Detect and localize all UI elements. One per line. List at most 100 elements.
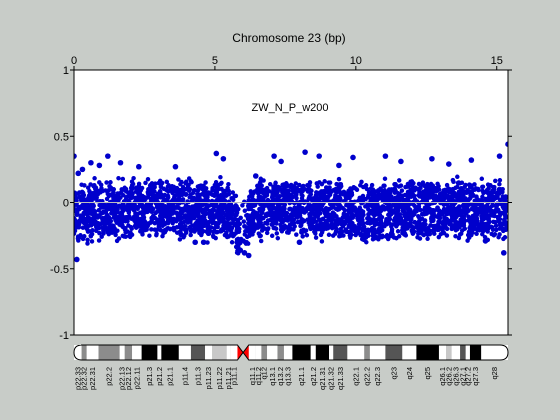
band-label: q22.2 <box>363 367 372 386</box>
data-point <box>454 206 460 212</box>
ideogram-outline <box>73 344 509 361</box>
data-point <box>229 210 235 216</box>
data-point <box>160 206 166 212</box>
data-point <box>306 205 312 211</box>
ideogram-band <box>267 345 278 360</box>
ideogram-band <box>460 345 466 360</box>
band-label: q21.31 <box>318 367 327 390</box>
data-point <box>504 208 508 213</box>
outlier-point <box>446 161 452 167</box>
ideogram-band <box>369 345 386 360</box>
data-point <box>425 206 431 212</box>
outlier-point <box>96 162 103 169</box>
x-tick-label: 15 <box>491 55 503 67</box>
ideogram-band <box>416 345 439 360</box>
ideogram-band <box>141 345 158 360</box>
data-point <box>385 206 391 212</box>
outlier-point <box>500 250 507 256</box>
band-label: q22.1 <box>351 367 360 386</box>
data-point <box>120 208 126 213</box>
outlier-point <box>496 153 503 159</box>
ideogram-band <box>310 345 316 360</box>
data-point <box>435 205 440 211</box>
band-label: q26.2 <box>444 367 453 386</box>
data-point <box>445 206 450 212</box>
data-point <box>219 206 225 212</box>
data-point <box>356 209 362 215</box>
x-tick-label: 5 <box>212 55 218 67</box>
data-point <box>297 206 302 212</box>
ideogram-band <box>315 345 330 360</box>
band-label: q21.33 <box>336 367 345 390</box>
band-label: q21.2 <box>309 367 318 386</box>
outlier-point <box>302 149 308 155</box>
outlier-point <box>75 170 82 177</box>
data-point <box>474 206 480 212</box>
band-label: q24 <box>405 367 414 380</box>
data-point <box>101 209 106 215</box>
outlier-point <box>79 166 86 173</box>
outlier-point <box>271 153 277 159</box>
ideogram-band <box>226 345 231 360</box>
outlier-point <box>105 153 111 159</box>
data-point <box>209 208 215 213</box>
band-label: p11.3 <box>194 367 203 385</box>
band-label: p22.31 <box>88 367 97 390</box>
ideogram-band <box>451 345 461 360</box>
x-axis: 0 5 10 15 <box>71 55 503 70</box>
data-point <box>199 208 205 213</box>
ideogram-band <box>292 345 311 360</box>
band-label: p11.21 <box>224 367 233 389</box>
ideogram-band <box>438 345 446 360</box>
data-point <box>326 206 332 212</box>
band-label: q22.3 <box>373 367 382 386</box>
outlier-point <box>220 155 227 162</box>
band-label: q21.32 <box>327 367 336 390</box>
ideogram-band <box>205 345 213 360</box>
ideogram-band <box>81 345 87 360</box>
outlier-point <box>382 153 389 159</box>
outlier-point <box>200 239 207 246</box>
data-point <box>494 206 500 212</box>
data-point <box>464 206 470 212</box>
data-point <box>405 206 411 212</box>
centromere-p-arm <box>237 345 244 360</box>
data-point <box>316 206 322 212</box>
data-point <box>415 206 421 212</box>
band-label: p22.13 <box>118 367 127 390</box>
ideogram-band <box>74 345 82 360</box>
ideogram-band <box>385 345 403 360</box>
outlier-point <box>136 163 142 170</box>
ideogram-band <box>255 345 262 360</box>
band-label: p22.2 <box>105 367 114 386</box>
ideogram-band <box>86 345 99 360</box>
ideogram-band <box>212 345 227 360</box>
data-point <box>247 213 253 219</box>
band-label: q26.3 <box>451 367 460 386</box>
y-axis: 1 0.5 0 -0.5 -1 <box>50 65 512 342</box>
y-tick-label: 1 <box>63 65 69 77</box>
outlier-point <box>237 247 244 253</box>
outlier-point <box>278 158 284 165</box>
outlier-point <box>468 157 475 163</box>
band-label: p11.22 <box>215 367 224 389</box>
data-point <box>130 206 136 212</box>
outlier-point <box>505 141 508 147</box>
outlier-point <box>241 250 248 256</box>
outlier-point <box>88 159 94 166</box>
band-label: p21.2 <box>155 367 164 386</box>
data-point <box>150 206 156 212</box>
ideogram-band <box>402 345 417 360</box>
band-label: p11.23 <box>204 367 213 389</box>
ideogram-band <box>277 345 284 360</box>
band-label: p22.33 <box>73 367 82 390</box>
ideogram-band <box>248 345 256 360</box>
band-label: q23 <box>389 367 398 380</box>
x-tick-label: 0 <box>71 55 77 67</box>
outlier-point <box>245 252 252 259</box>
band-label: q12 <box>260 367 269 380</box>
outlier-point <box>74 153 77 159</box>
sample-label: ZW_N_P_w200 <box>251 102 328 114</box>
outlier-point <box>336 162 342 169</box>
data-point <box>111 206 116 212</box>
